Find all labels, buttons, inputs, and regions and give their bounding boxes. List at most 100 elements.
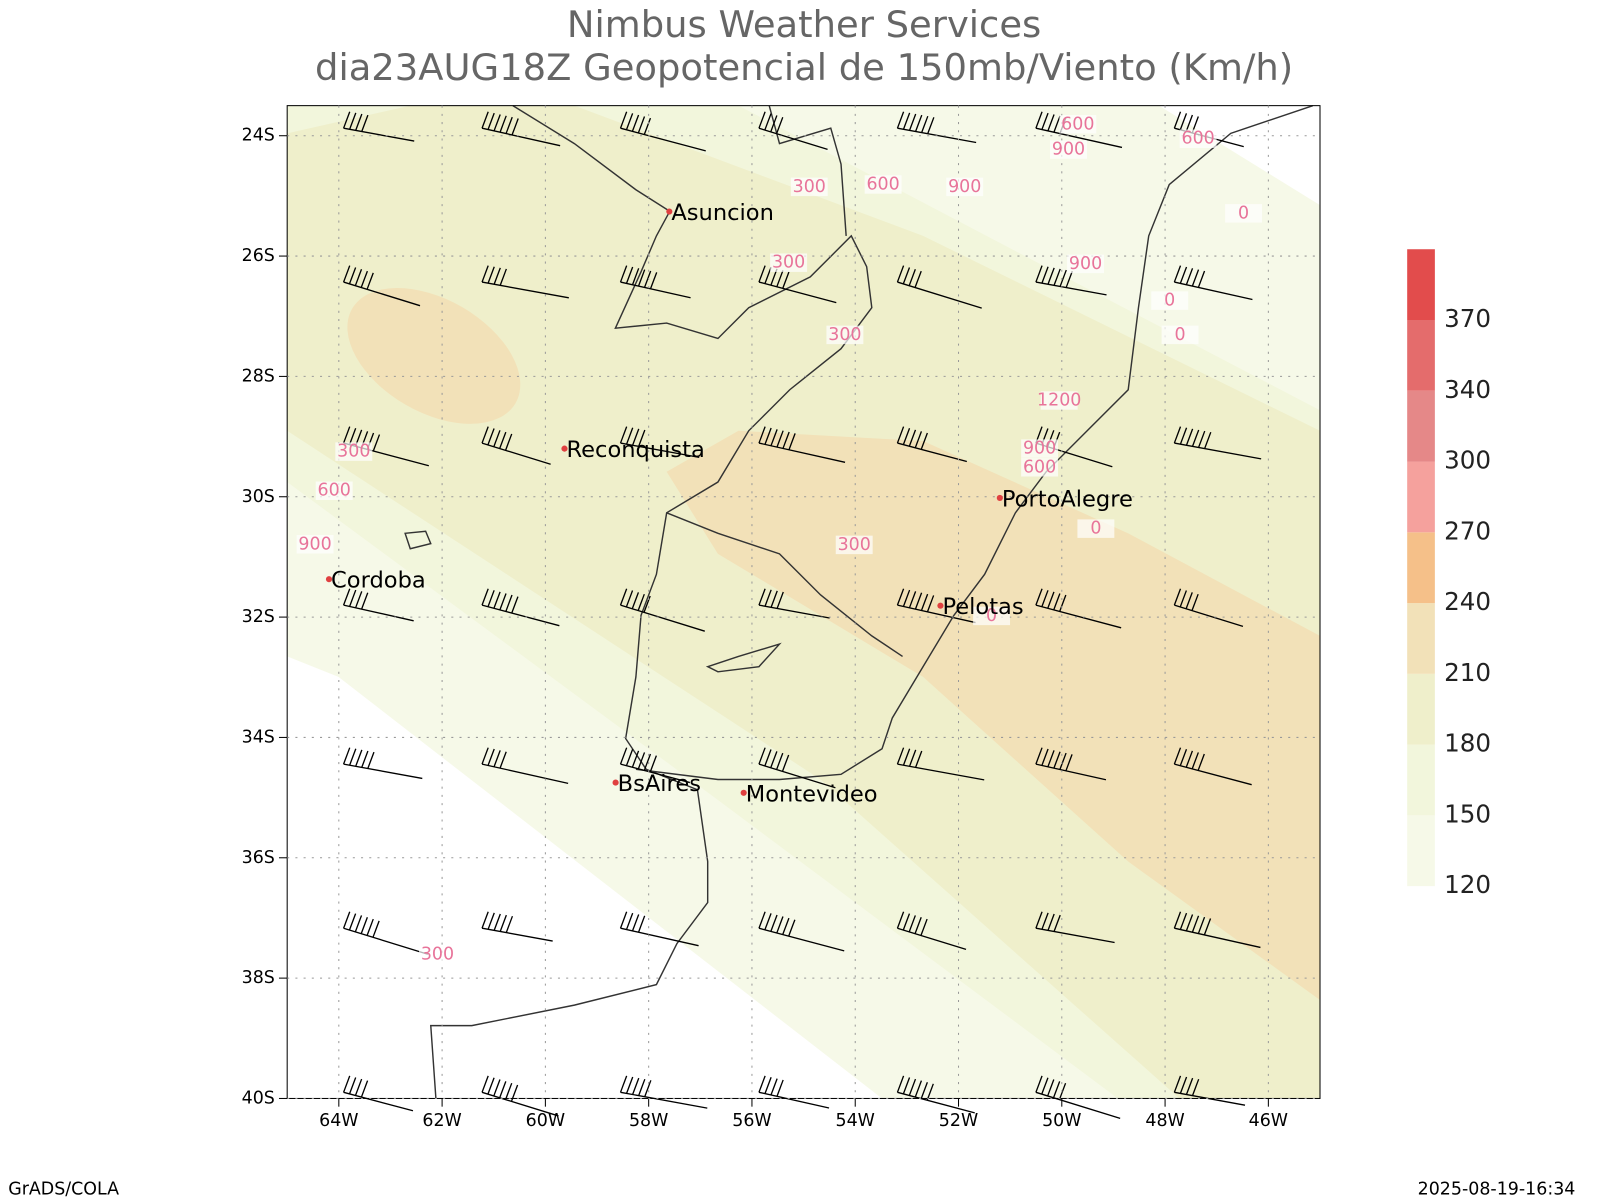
contour-label: 900 — [1052, 140, 1085, 160]
barb-staff — [1035, 281, 1107, 296]
city-label: Montevideo — [746, 781, 878, 807]
contour-label: 0 — [1175, 325, 1186, 345]
barb-flag — [1035, 1075, 1043, 1093]
barb-flag — [770, 1078, 778, 1096]
barb-flag — [619, 265, 628, 283]
barb-flag — [1047, 267, 1055, 285]
barb-flag — [758, 111, 766, 129]
barb-flag — [342, 1075, 351, 1093]
barb-flag — [1173, 426, 1182, 444]
barb-staff — [758, 927, 845, 952]
barb-flag — [920, 432, 929, 450]
barb-flag — [481, 747, 489, 765]
colorbar-box — [1407, 461, 1435, 533]
barb-flag — [770, 115, 778, 133]
colorbar-label: 270 — [1444, 516, 1491, 545]
barb-flag — [487, 1077, 495, 1095]
barb-flag — [487, 112, 495, 130]
barb-staff — [897, 442, 967, 463]
barb-flag — [348, 428, 357, 445]
barb-flag — [649, 755, 658, 773]
barb-flag — [1052, 1081, 1061, 1098]
barb-flag — [920, 593, 929, 611]
colorbar-box — [1407, 249, 1435, 320]
barb-flag — [1173, 747, 1182, 765]
contour-label-bg — [296, 535, 334, 554]
barb-flag — [349, 112, 357, 130]
barb-flag — [776, 270, 784, 288]
city-label: Pelotas — [942, 594, 1023, 620]
barb-flag — [354, 269, 363, 286]
barb-staff — [620, 442, 700, 459]
barb-flag — [619, 911, 628, 929]
lat-tick-label: 26S — [242, 246, 275, 266]
barb-flag — [775, 117, 784, 134]
barb-staff — [1174, 927, 1261, 949]
barb-flag — [487, 428, 495, 446]
barb-flag — [758, 426, 766, 444]
barb-flag — [372, 434, 381, 452]
barb-flag — [349, 748, 357, 766]
barb-flag — [505, 915, 514, 933]
wind-barbs — [342, 111, 1262, 1120]
barb-staff — [620, 927, 699, 947]
barb-flag — [1035, 265, 1043, 283]
colorbar-box — [1407, 744, 1435, 816]
barb-flag — [1191, 752, 1199, 770]
barb-flag — [908, 269, 916, 286]
barb-flag — [758, 911, 766, 929]
barb-flag — [1179, 266, 1188, 284]
barb-flag — [908, 915, 916, 933]
barb-flag — [1197, 430, 1206, 448]
barb-flag — [914, 270, 922, 288]
barb-flag — [902, 112, 911, 130]
barb-flag — [649, 272, 658, 290]
barb-staff — [758, 1091, 830, 1109]
barb-flag — [1185, 914, 1194, 932]
barb-flag — [758, 1075, 766, 1093]
lon-tick-label: 46W — [1249, 1111, 1288, 1131]
coastline — [404, 104, 1314, 1099]
barb-flag — [355, 113, 363, 131]
colorbar-label: 240 — [1444, 587, 1491, 616]
barb-flag — [342, 426, 351, 444]
barb-flag — [1197, 916, 1206, 934]
barb-flag — [1041, 1077, 1049, 1095]
barb-flag — [908, 429, 917, 447]
barb-staff — [758, 604, 830, 619]
barb-flag — [493, 430, 501, 447]
barb-flag — [896, 911, 905, 929]
lon-tick-label: 64W — [319, 1111, 358, 1131]
lat-tick-label: 34S — [242, 727, 275, 747]
barb-flag — [1185, 1077, 1194, 1095]
barb-flag — [631, 914, 640, 932]
lon-tick-label: 56W — [732, 1111, 771, 1131]
lon-tick-label: 48W — [1145, 1111, 1184, 1131]
barb-flag — [1058, 1082, 1067, 1100]
footer-right: 2025-08-19-16:34 — [1418, 1180, 1576, 1200]
barb-flag — [1047, 750, 1055, 768]
barb-flag — [1173, 588, 1182, 606]
barb-flag — [342, 588, 351, 606]
city-dot — [937, 602, 944, 609]
barb-flag — [354, 915, 363, 933]
contour-label-bg — [835, 535, 873, 555]
barb-flag — [342, 265, 351, 283]
barb-flag — [504, 1082, 513, 1100]
barb-flag — [625, 113, 634, 131]
barb-flag — [637, 116, 646, 134]
border — [768, 105, 847, 236]
barb-staff — [1035, 127, 1123, 149]
barb-flag — [361, 114, 369, 132]
barb-flag — [342, 911, 351, 929]
barb-flag — [1059, 269, 1067, 287]
contour-label: 0 — [986, 606, 997, 626]
barb-flag — [493, 1079, 501, 1097]
colorbar-label: 120 — [1444, 870, 1491, 899]
barb-flag — [1179, 427, 1188, 445]
barb-flag — [1203, 918, 1212, 936]
contour-label-bg — [418, 945, 456, 964]
barb-flag — [481, 426, 489, 444]
barb-staff — [620, 281, 691, 299]
contour-label: 300 — [793, 177, 826, 197]
